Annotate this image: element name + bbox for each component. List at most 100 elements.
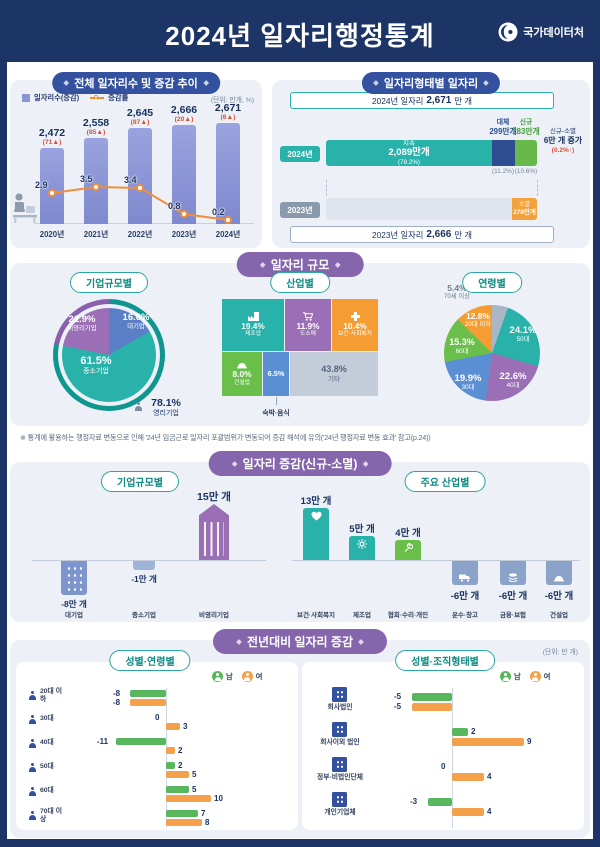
person-icon [28, 787, 37, 796]
segment-replaced [492, 140, 515, 166]
bar-male [166, 762, 175, 769]
nonprofit-bar [199, 504, 229, 560]
x-label-2024: 2024년 [215, 230, 241, 239]
bar-legend-label: 일자리수(증감) [34, 93, 80, 102]
nonprofit-value: 15만 개 [197, 491, 231, 503]
profit-label: 78.1% 영리기업 [151, 397, 181, 417]
jobtype-panel-title: 일자리형태별 일자리 [361, 72, 501, 94]
change-section-title: 일자리 증감(신규-소멸) [208, 451, 392, 476]
cart-icon [303, 312, 313, 321]
rate-2021: 3.5 [80, 174, 93, 184]
new-label: 신규 283만개 [512, 119, 540, 137]
bar-male [428, 798, 452, 806]
bar-female [130, 699, 166, 706]
rate-2023: 0.8 [168, 201, 181, 211]
footnote: ※ 통계에 활용하는 행정자료 변동으로 인해 '24년 임금근로 일자리 포괄… [20, 433, 431, 442]
size-chart-title: 기업규모별 [70, 272, 148, 293]
transport-cat: 운수·창고 [451, 612, 479, 619]
transport-bar [452, 561, 478, 585]
non-company-corporation-icon [332, 722, 347, 737]
person-icon [28, 763, 37, 772]
female-legend-icon [241, 671, 253, 682]
construction-bar [546, 561, 572, 585]
age-chart-title: 연령별 [462, 272, 522, 293]
person-icon [28, 739, 37, 748]
age-20s-label: 12.8% 20대 이하 [464, 311, 492, 329]
pill-ornament [231, 460, 238, 467]
bar-female [166, 747, 175, 754]
heart-icon [311, 511, 322, 521]
bar-female [166, 723, 180, 730]
bar-legend-swatch [22, 94, 30, 102]
replace-pct: (11.2%) [492, 168, 514, 175]
zero-axis [292, 560, 580, 561]
association-cat: 협회·수리·개인 [387, 612, 429, 619]
pill-ornament [63, 80, 70, 86]
tile-manufacturing: 19.4% 제조업 [222, 299, 284, 351]
yoy-unit: (단위: 만 개) [542, 649, 578, 656]
trend-legend: 일자리수(증감) 증감률 [22, 93, 128, 103]
coins-icon [508, 573, 518, 582]
age-pie [444, 305, 540, 401]
female-legend-icon [529, 671, 541, 682]
factory-icon [247, 311, 259, 321]
finance-value: -6만 개 [498, 591, 528, 602]
large-company-label: 16.6% 대기업 [122, 312, 150, 331]
yoy-age-legend: 남 여 [212, 671, 262, 682]
person-icon [134, 402, 143, 411]
medical-cross-icon [350, 311, 360, 321]
sme-value: -1만 개 [131, 574, 157, 584]
bar-male [130, 690, 166, 697]
bar-2022 [128, 128, 152, 224]
large-company-value: -8만 개 [61, 599, 87, 609]
bar-value-2024: 2,671 (6▲) [214, 102, 242, 122]
finance-bar [500, 561, 526, 585]
pill-ornament [362, 460, 369, 467]
tile-lodging-food: 6.5% [263, 352, 289, 396]
association-bar [395, 540, 421, 560]
age-40s-label: 22.6% 40대 [499, 371, 527, 390]
truck-icon [459, 574, 471, 582]
person-icon [28, 691, 37, 700]
pill-ornament [334, 261, 341, 268]
government-org-icon [332, 757, 347, 772]
x-label-2023: 2023년 [171, 230, 197, 239]
bar-2023 [172, 125, 196, 224]
construction-cat: 건설업 [550, 612, 568, 619]
bar-male [166, 810, 198, 817]
gear-icon [357, 539, 367, 549]
rate-2020: 2.9 [35, 180, 48, 190]
rate-2022: 3.4 [124, 175, 137, 185]
x-label-2022: 2022년 [127, 230, 153, 239]
bar-female [166, 795, 211, 802]
rate-2024: 0.2 [212, 207, 225, 217]
pill-ornament [259, 261, 266, 268]
age-50s-label: 24.1% 50대 [509, 325, 537, 344]
zero-axis [166, 688, 167, 828]
rate-line [48, 183, 232, 224]
nonprofit-cat: 비영리기업 [199, 612, 229, 619]
male-legend-icon [500, 671, 511, 682]
trend-unit: (단위: 만개, %) [210, 97, 254, 104]
line-legend-swatch [90, 95, 105, 99]
person-at-desk-icon [10, 191, 38, 223]
bar-female [412, 703, 452, 711]
health-bar [303, 508, 329, 560]
year-chip-2024: 2024년 [280, 146, 320, 162]
lodging-callout-label: 숙박·음식 [262, 410, 290, 417]
bar-value-2021: 2,558 (85▲) [82, 117, 110, 137]
yoy-org-chart: 회사법인 -5 -5 회사이외 법인 2 9 정부·비법인단체 0 4 개인기업… [302, 684, 584, 834]
yoy-org-legend: 남 여 [500, 671, 550, 682]
corporation-icon [332, 687, 347, 702]
bar-2020 [40, 148, 64, 224]
stacked-bar-2024: 대체 299만개 신규 283만개 지속 2,089만개 (78.2%) (11.2… [326, 119, 540, 178]
bar-value-2023: 2,666 (20▲) [170, 104, 198, 124]
new-pct: (10.6%) [514, 168, 538, 175]
age-60s-label: 15.3% 60대 [449, 337, 475, 355]
sme-cat: 중소기업 [132, 612, 156, 619]
year-chip-2023: 2023년 [280, 202, 320, 218]
trend-panel: 일자리수(증감) 증감률 (단위: 만개, %) 2,472 (71▲) 2,55… [10, 80, 262, 248]
bar-value-2022: 2,645 (87▲) [126, 107, 154, 127]
change-industry-title: 주요 산업별 [404, 471, 486, 492]
